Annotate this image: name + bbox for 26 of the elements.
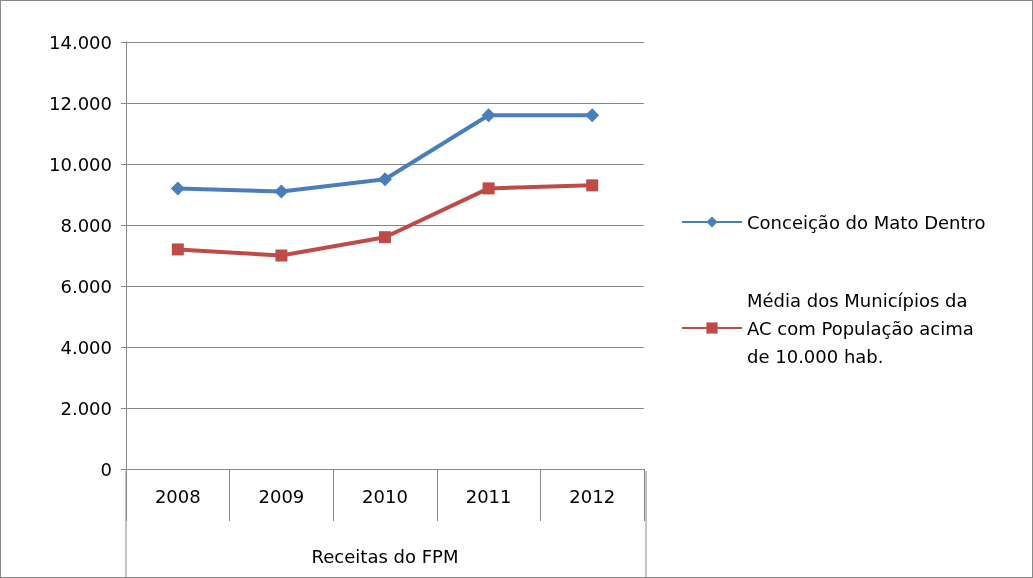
point — [585, 108, 600, 123]
y-tick-label: 0 — [100, 458, 112, 480]
x-tick-label: 2010 — [362, 485, 408, 507]
x-tick-label: 2012 — [569, 485, 616, 507]
point — [586, 179, 599, 192]
point — [275, 249, 288, 262]
y-tick-label: 10.000 — [49, 153, 112, 175]
legend-label: Conceição do Mato Dentro — [747, 211, 986, 233]
legend-label: Média dos Municípios da AC com População acima de 10.000 hab. — [747, 289, 980, 367]
y-tick-label: 8.000 — [60, 214, 112, 236]
point — [171, 243, 184, 256]
point — [379, 231, 391, 244]
y-tick-label: 2.000 — [60, 397, 112, 419]
point — [274, 184, 289, 199]
y-tick-label: 14.000 — [49, 31, 112, 53]
x-tick-label: 2009 — [258, 485, 305, 507]
x-tick-label: 2008 — [154, 485, 201, 507]
point — [481, 108, 496, 123]
x-tick-label: 2011 — [465, 485, 512, 507]
x-axis-title: Receitas do FPM — [311, 545, 459, 567]
point — [482, 182, 495, 195]
point — [170, 181, 185, 196]
y-tick-label: 12.000 — [49, 92, 112, 114]
point — [378, 172, 392, 187]
y-tick-label: 6.000 — [60, 275, 112, 297]
y-tick-label: 4.000 — [60, 336, 112, 358]
